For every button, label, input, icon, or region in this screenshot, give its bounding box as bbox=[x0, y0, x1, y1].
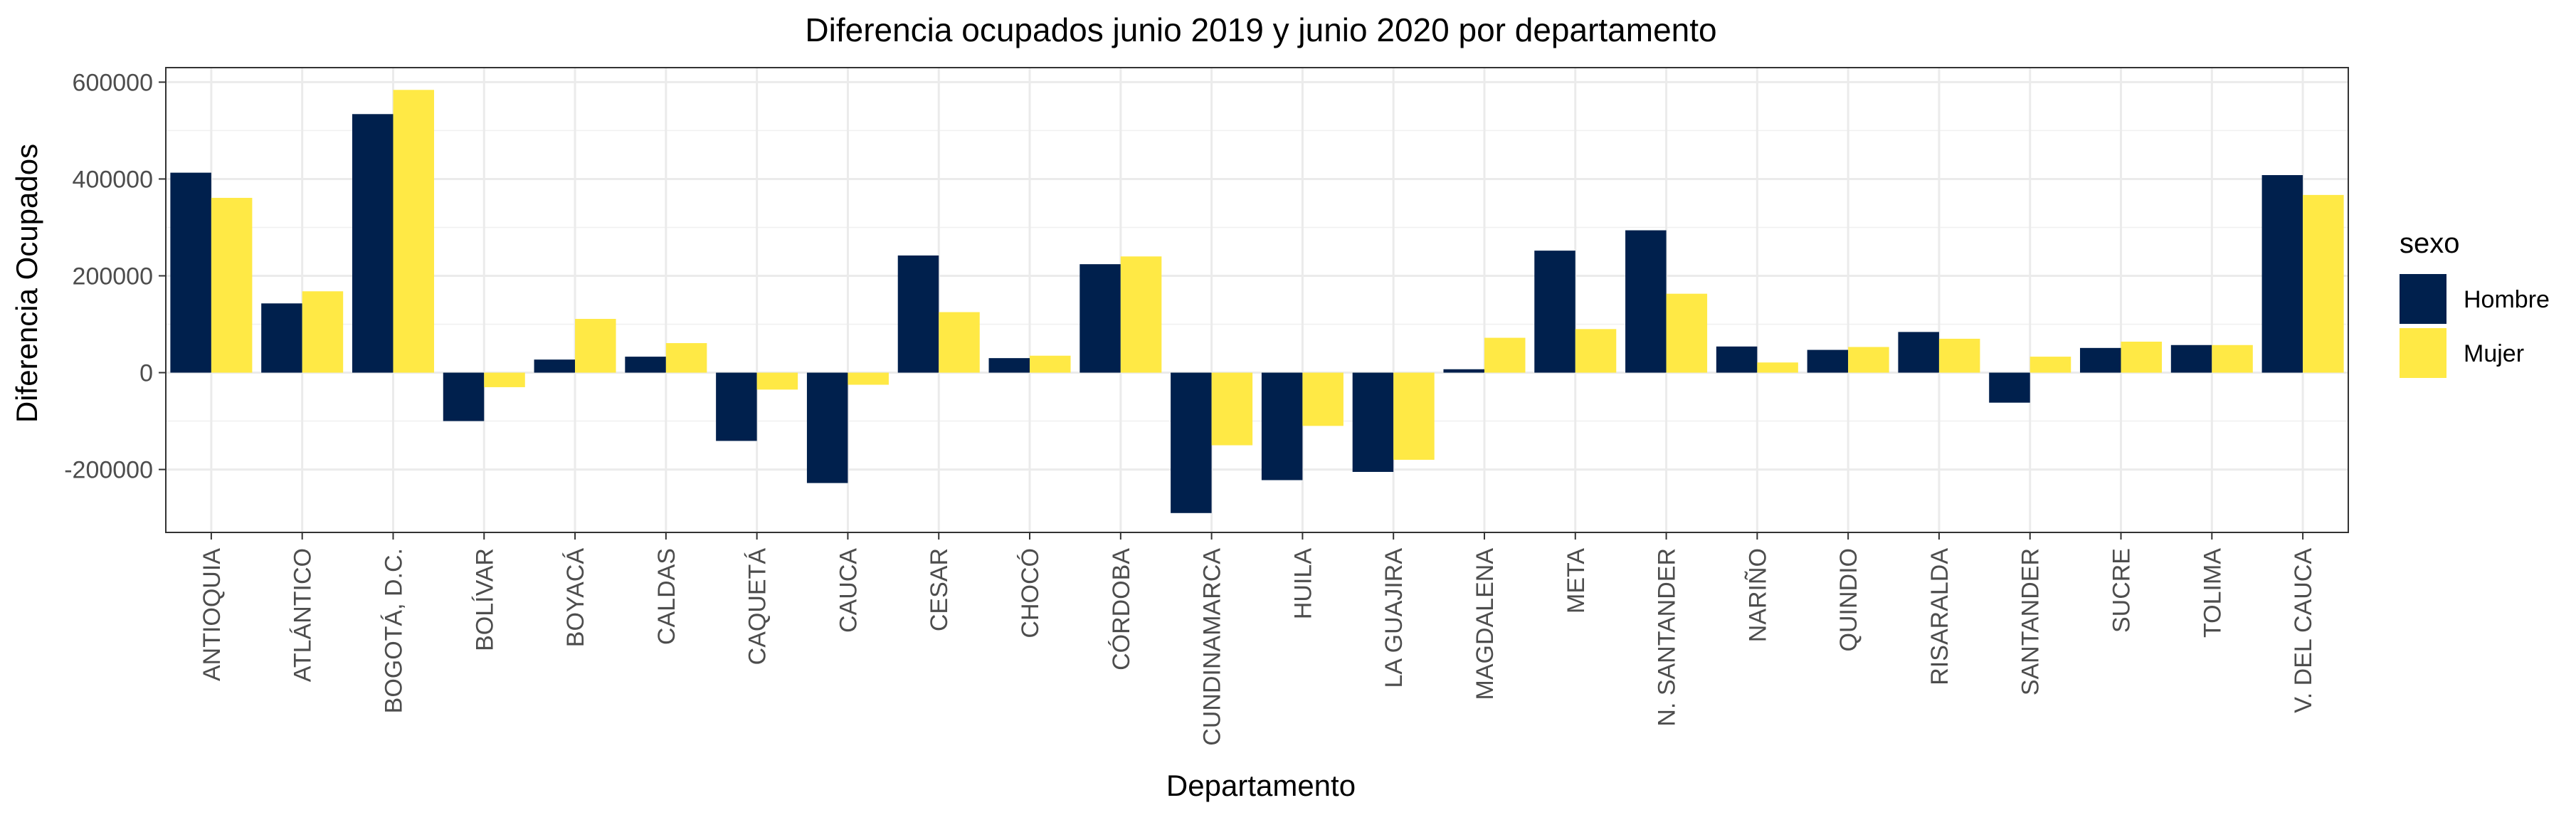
bars bbox=[170, 90, 2344, 513]
x-tick-label: QUINDIO bbox=[1835, 548, 1862, 651]
bar-mujer bbox=[1757, 362, 1798, 373]
y-axis: 600000 400000 200000 0 -200000 bbox=[64, 69, 166, 484]
bar-hombre bbox=[1898, 332, 1939, 373]
x-axis-title: Departamento bbox=[1166, 769, 1356, 802]
x-tick-label: CESAR bbox=[926, 548, 953, 631]
bar-mujer bbox=[1484, 337, 1526, 373]
bar-mujer bbox=[1938, 338, 1980, 373]
bar-hombre bbox=[2261, 175, 2303, 373]
bar-hombre bbox=[1352, 372, 1394, 472]
plot-panel-border bbox=[165, 67, 2349, 533]
legend-key-mujer bbox=[2400, 328, 2446, 378]
x-tick-label: CHOCÓ bbox=[1017, 548, 1044, 638]
bar-hombre bbox=[534, 359, 576, 373]
x-tick-label: LA GUAJIRA bbox=[1381, 548, 1408, 688]
bar-mujer bbox=[1120, 256, 1162, 373]
legend-title: sexo bbox=[2400, 228, 2460, 259]
bar-hombre bbox=[2080, 347, 2121, 373]
legend-label-hombre: Hombre bbox=[2464, 286, 2550, 313]
bar-mujer bbox=[1030, 355, 1071, 373]
bar-hombre bbox=[261, 303, 302, 373]
bar-mujer bbox=[211, 197, 253, 373]
bar-mujer bbox=[939, 312, 980, 373]
legend: sexo Hombre Mujer bbox=[2400, 228, 2550, 378]
x-tick-label: CÓRDOBA bbox=[1108, 548, 1135, 671]
bar-mujer bbox=[393, 90, 434, 373]
y-tick-label: -200000 bbox=[64, 457, 153, 484]
y-tick-label: 0 bbox=[139, 360, 153, 387]
bar-hombre bbox=[443, 372, 485, 421]
bar-hombre bbox=[1989, 372, 2030, 403]
bar-hombre bbox=[170, 172, 211, 373]
bar-hombre bbox=[1261, 372, 1303, 480]
x-tick-label: N. SANTANDER bbox=[1654, 548, 1681, 727]
bar-mujer bbox=[484, 372, 525, 387]
bar-hombre bbox=[1625, 230, 1667, 373]
bar-mujer bbox=[1393, 372, 1435, 460]
bar-hombre bbox=[806, 372, 848, 483]
bar-hombre bbox=[1716, 346, 1758, 373]
bar-mujer bbox=[665, 343, 707, 373]
y-tick-label: 600000 bbox=[73, 69, 153, 96]
y-tick-label: 400000 bbox=[73, 166, 153, 193]
x-tick-label: BOGOTÁ, D.C. bbox=[380, 548, 407, 713]
x-tick-label: CALDAS bbox=[653, 548, 680, 645]
x-tick-label: MAGDALENA bbox=[1472, 548, 1499, 700]
bar-hombre bbox=[2170, 345, 2212, 373]
chart-title: Diferencia ocupados junio 2019 y junio 2… bbox=[805, 11, 1716, 48]
bar-mujer bbox=[575, 319, 616, 373]
bar-mujer bbox=[1848, 347, 1889, 373]
x-tick-label: RISARALDA bbox=[1926, 548, 1953, 685]
bar-mujer bbox=[2121, 341, 2163, 373]
x-tick-label: CAQUETÁ bbox=[744, 548, 771, 666]
x-axis: ANTIOQUIA ATLÁNTICO BOGOTÁ, D.C. BOLÍVAR BOY… bbox=[199, 532, 2317, 746]
x-tick-label: TOLIMA bbox=[2199, 548, 2226, 638]
bar-mujer bbox=[1211, 372, 1253, 446]
bar-hombre bbox=[352, 114, 394, 373]
bar-hombre bbox=[625, 357, 666, 373]
bar-mujer bbox=[756, 372, 798, 390]
x-tick-label: SUCRE bbox=[2108, 548, 2136, 633]
bar-hombre bbox=[1534, 251, 1575, 373]
bar-mujer bbox=[848, 372, 889, 385]
bar-hombre bbox=[988, 358, 1030, 373]
plot-panel bbox=[166, 68, 2348, 532]
legend-key-hombre bbox=[2400, 274, 2446, 324]
x-tick-label: SANTANDER bbox=[2017, 548, 2044, 695]
bar-hombre bbox=[1443, 369, 1484, 373]
bar-mujer bbox=[2029, 357, 2071, 373]
legend-label-mujer: Mujer bbox=[2464, 340, 2524, 367]
bar-hombre bbox=[716, 372, 757, 441]
x-tick-label: CAUCA bbox=[835, 548, 862, 633]
x-tick-label: HUILA bbox=[1289, 548, 1316, 619]
bar-hombre bbox=[1807, 349, 1849, 373]
x-tick-label: ANTIOQUIA bbox=[199, 548, 226, 681]
bar-hombre bbox=[897, 255, 939, 373]
grid bbox=[166, 68, 2348, 532]
bar-mujer bbox=[1575, 329, 1617, 373]
bar-hombre bbox=[1171, 372, 1212, 513]
bar-mujer bbox=[1666, 293, 1708, 373]
bar-mujer bbox=[1302, 372, 1344, 426]
x-tick-label: CUNDINAMARCA bbox=[1199, 548, 1226, 746]
x-tick-label: BOYACÁ bbox=[562, 548, 589, 648]
y-tick-label: 200000 bbox=[73, 263, 153, 290]
x-tick-label: V. DEL CAUCA bbox=[2290, 548, 2317, 713]
bar-mujer bbox=[2303, 194, 2344, 373]
bar-mujer bbox=[302, 291, 344, 373]
bar-hombre bbox=[1080, 264, 1121, 373]
y-axis-title: Diferencia Ocupados bbox=[10, 144, 43, 423]
x-tick-label: ATLÁNTICO bbox=[290, 548, 317, 682]
x-tick-label: BOLÍVAR bbox=[471, 548, 498, 651]
x-tick-label: META bbox=[1563, 548, 1590, 614]
x-tick-label: NARIÑO bbox=[1744, 548, 1771, 642]
bar-mujer bbox=[2212, 345, 2253, 373]
